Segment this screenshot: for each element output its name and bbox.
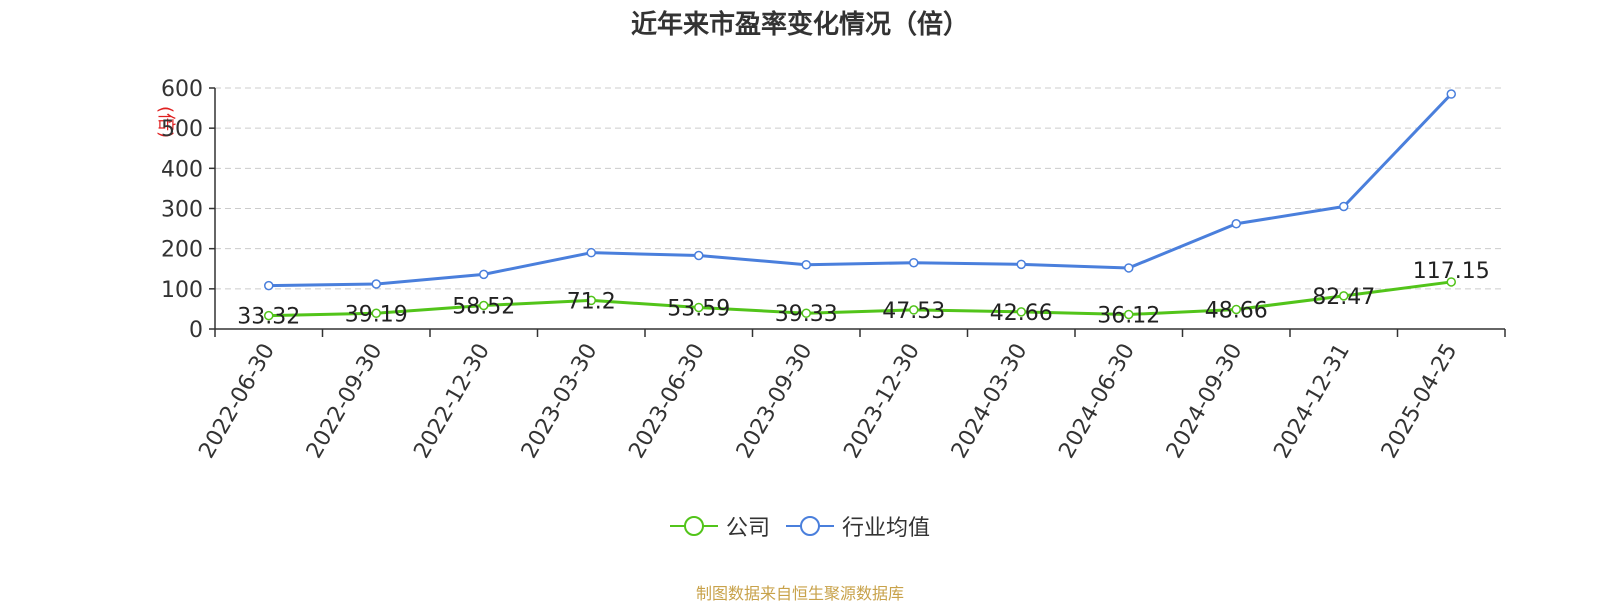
y-tick-label: 400 (161, 157, 203, 182)
y-tick-label: 500 (161, 117, 203, 142)
series-line-0 (268, 280, 1452, 318)
y-tick-label: 100 (161, 278, 203, 303)
x-tick-label: 2022-06-30 (194, 340, 280, 463)
data-label: 48.66 (1205, 298, 1268, 323)
legend-symbol-icon (669, 516, 718, 536)
x-tick-label: 2025-04-25 (1377, 340, 1463, 463)
data-label: 42.66 (990, 301, 1053, 326)
legend-symbol-icon (786, 516, 834, 536)
series-line-1 (268, 92, 1453, 288)
data-point (1231, 219, 1241, 229)
x-tick-label: 2024-09-30 (1162, 340, 1248, 463)
x-tick-label: 2024-06-30 (1054, 340, 1140, 463)
data-label: 39.33 (775, 302, 838, 327)
data-point (1339, 291, 1349, 301)
data-label: 36.12 (1097, 303, 1160, 328)
legend: 公司 行业均值 (0, 510, 1600, 542)
y-tick-label: 0 (189, 318, 203, 343)
data-point (586, 247, 596, 258)
series-layer (264, 89, 1456, 321)
legend-label: 公司 (725, 516, 770, 541)
data-point (1124, 263, 1134, 273)
grid-lines (215, 87, 1505, 290)
legend-symbol-marker (683, 516, 704, 536)
data-point (909, 305, 919, 315)
data-point (264, 280, 274, 291)
y-tick-label: 600 (161, 77, 203, 102)
data-labels: 33.32 39.19 58.52 71.2 53.59 39.33 47.53 42.66 3… (237, 259, 1489, 330)
data-label: 82.47 (1312, 285, 1375, 310)
chart-title: 近年来市盈率变化情况（倍） (630, 10, 969, 40)
data-point (264, 310, 274, 321)
data-point (801, 308, 811, 318)
x-tick-label: 2023-03-30 (517, 340, 603, 463)
data-point (801, 259, 811, 270)
data-point (1446, 89, 1456, 99)
x-tick-label: 2022-09-30 (302, 340, 388, 463)
y-axis-label: (倍) (155, 106, 176, 138)
legend-item-1[interactable]: 行业均值 (786, 510, 930, 542)
legend-symbol-marker (800, 516, 820, 536)
source-note: 制图数据来自恒生聚源数据库 (695, 584, 904, 603)
data-label: 58.52 (452, 294, 515, 319)
legend-item-0[interactable]: 公司 (669, 510, 770, 542)
x-tick-label: 2023-09-30 (732, 340, 818, 463)
data-point (694, 302, 704, 313)
y-tick-label: 300 (161, 198, 203, 223)
x-tick-label: 2023-12-30 (839, 340, 925, 463)
data-point (1016, 307, 1026, 317)
data-label: 33.32 (237, 305, 300, 330)
data-point (1339, 201, 1349, 212)
data-point (371, 308, 381, 319)
x-tick-label: 2023-06-30 (624, 340, 710, 463)
data-point (371, 279, 381, 289)
data-point (586, 295, 596, 306)
data-point (1124, 309, 1134, 320)
data-label: 117.15 (1413, 259, 1490, 284)
x-tick-labels: 2022-06-30 2022-09-30 2022-12-30 2023-03-30… (194, 340, 1462, 463)
legend-label: 行业均值 (842, 516, 931, 541)
x-tick-label: 2024-03-30 (947, 340, 1033, 463)
data-point (479, 300, 489, 311)
data-label: 53.59 (667, 296, 730, 321)
y-tick-label: 200 (161, 238, 203, 263)
data-point (1446, 277, 1456, 287)
x-tick-label: 2022-12-30 (409, 340, 495, 463)
data-point (479, 269, 489, 280)
data-label: 71.2 (567, 289, 616, 314)
y-tick-labels: 0 100 200 300 400 500 600 (161, 77, 203, 343)
x-tick-label: 2024-12-31 (1269, 340, 1355, 463)
data-point (1231, 304, 1241, 315)
data-label: 39.19 (345, 302, 408, 327)
data-point (694, 250, 704, 261)
data-point (1016, 259, 1026, 270)
data-label: 47.53 (882, 299, 945, 324)
data-point (909, 257, 919, 268)
axes (209, 87, 1506, 337)
